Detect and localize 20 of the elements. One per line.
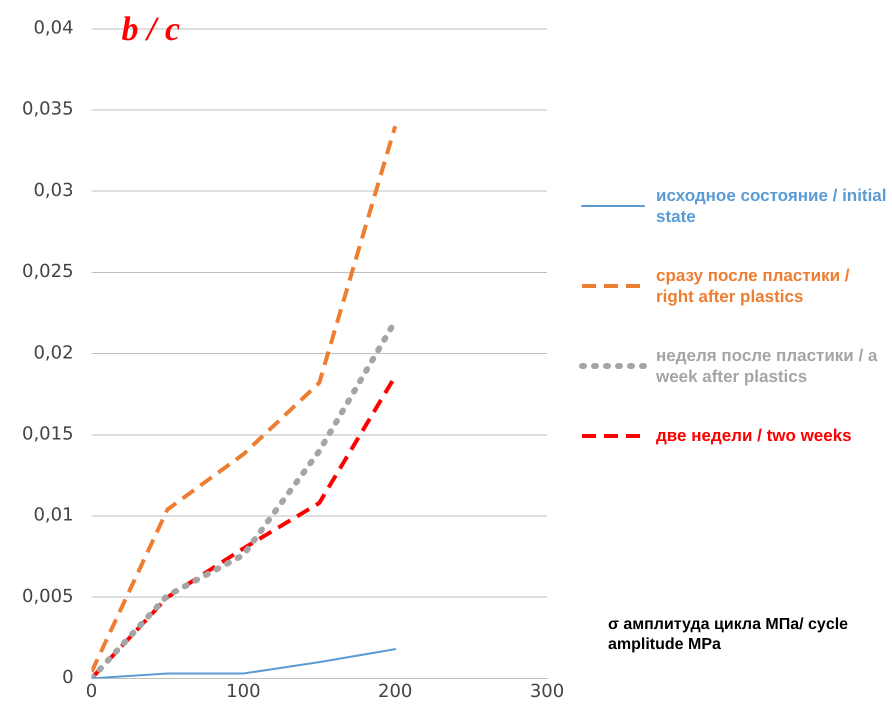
legend-label: сразу после пластики / right after plastics	[656, 265, 850, 307]
y-tick-label: 0,015	[22, 423, 74, 444]
legend-label: две недели / two weeks	[656, 425, 852, 446]
y-tick-label: 0	[62, 667, 74, 688]
y-tick-label: 0,01	[33, 504, 74, 526]
legend-label: исходное состояние / initial state	[656, 185, 888, 227]
x-tick-label: 100	[226, 680, 261, 702]
y-tick-label: 0,035	[22, 98, 74, 120]
y-tick-label: 0,03	[33, 180, 74, 201]
y-tick-label: 0,04	[33, 17, 74, 38]
y-tick-label: 0,005	[22, 586, 74, 607]
y-tick-label: 0,02	[33, 342, 74, 364]
line-series	[92, 124, 398, 674]
x-tick-label: 300	[530, 680, 564, 702]
legend-label: неделя после пластики / a week after plastics	[656, 345, 878, 387]
x-axis-title: σ амплитуда цикла МПа/ cycle amplitude MPa	[608, 615, 850, 655]
x-tick-label: 0	[86, 680, 98, 702]
y-tick-label: 0,025	[22, 261, 74, 282]
x-tick-label: 200	[378, 680, 412, 702]
chart-title: b / c	[122, 10, 180, 48]
